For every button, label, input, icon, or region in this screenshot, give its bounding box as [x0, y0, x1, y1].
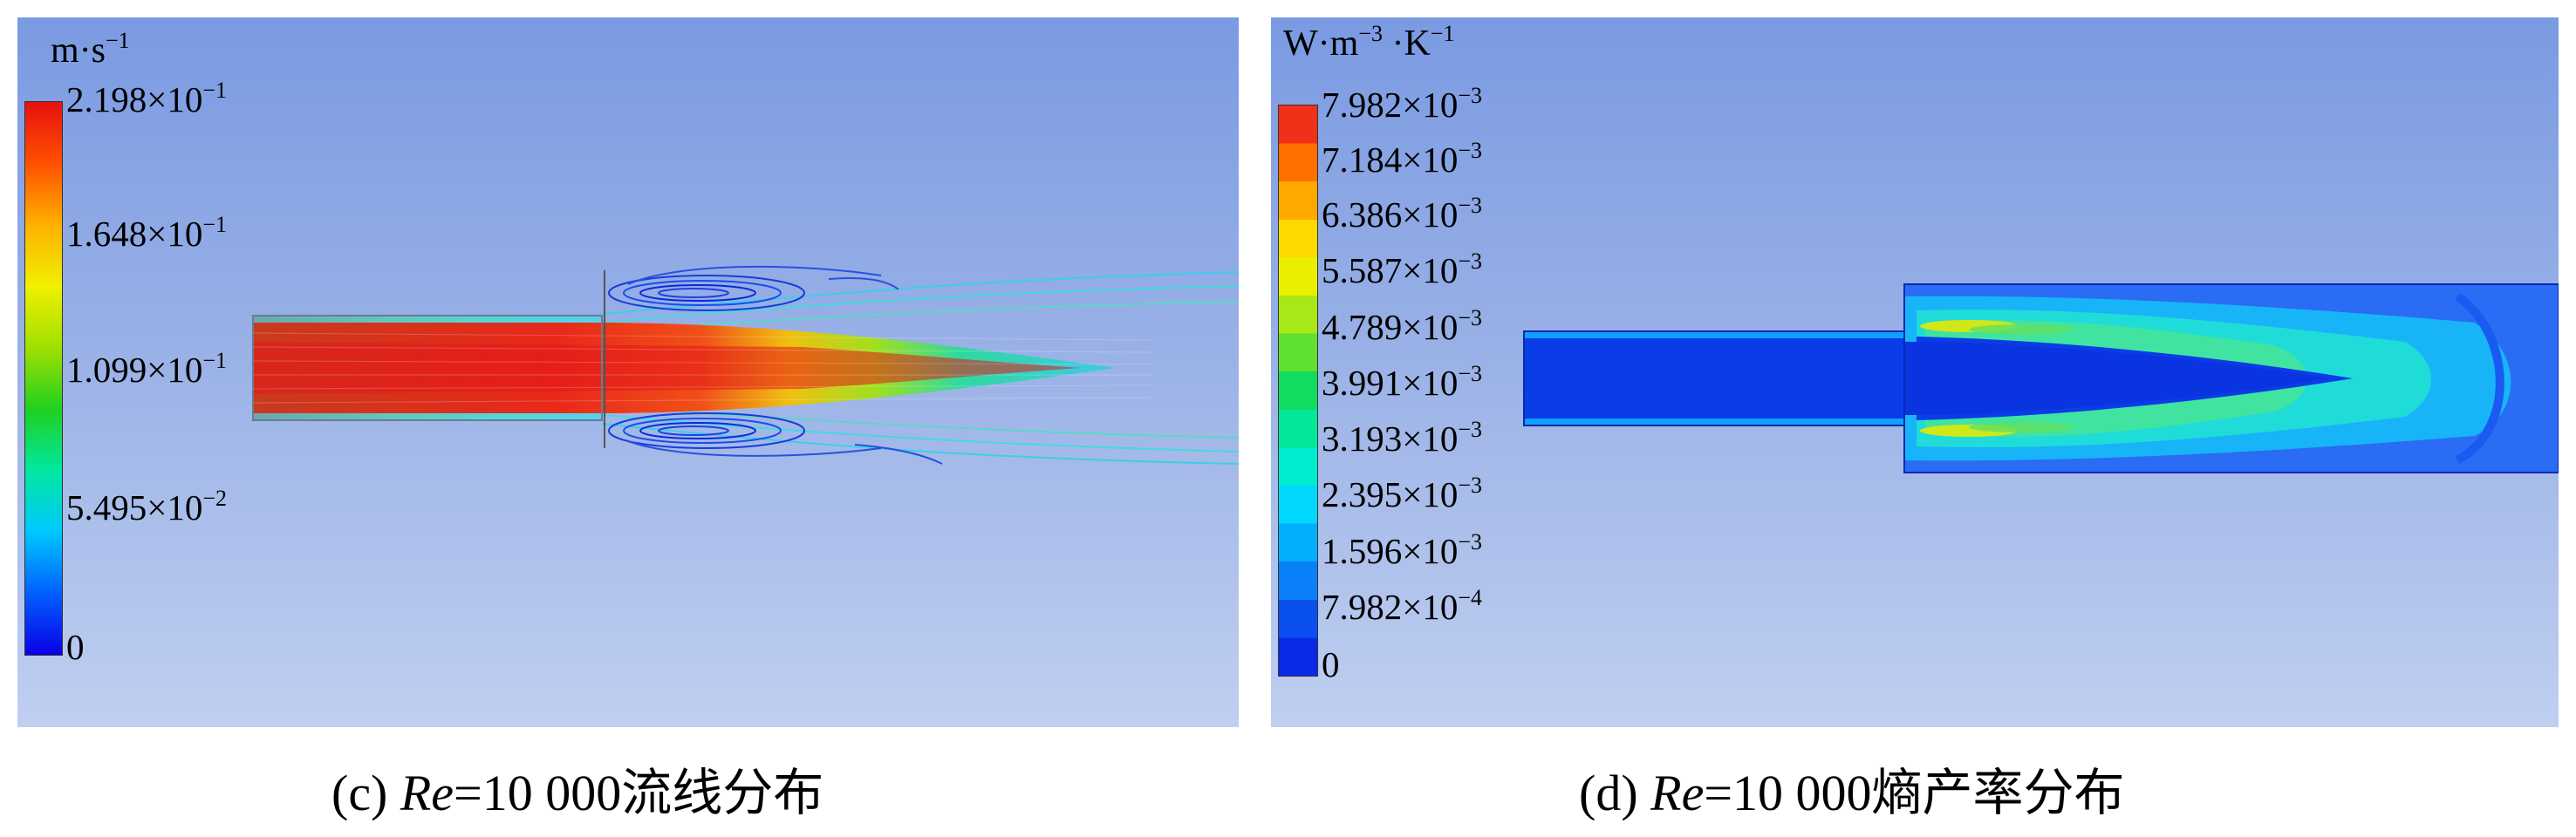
- velocity-tick-label: 5.495×10−2: [66, 486, 228, 527]
- velocity-tick-label: 0: [66, 627, 85, 667]
- jet-core: [253, 316, 1117, 420]
- velocity-unit: m·s−1: [51, 28, 130, 71]
- caption-d: (d) Re=10 000熵产率分布: [1579, 765, 2125, 821]
- entropy-tick-label: 0: [1322, 644, 1340, 684]
- entropy-tick-label: 2.395×10−3: [1322, 473, 1483, 514]
- entropy-field: [1523, 283, 2559, 473]
- entropy-tick-label: 1.596×10−3: [1322, 529, 1483, 571]
- entropy-tick-label: 3.991×10−3: [1322, 361, 1483, 403]
- entropy-colorbar: [1278, 105, 1318, 677]
- jet-streamline-texture: [252, 332, 1152, 404]
- upper-vortex: [608, 265, 899, 311]
- entropy-tick-label: 3.193×10−3: [1322, 417, 1483, 459]
- entropy-tick-label: 7.184×10−3: [1322, 138, 1483, 180]
- velocity-colorbar: [24, 101, 63, 656]
- expansion-chamber-contour: [1903, 283, 2559, 473]
- inlet-pipe-contour: [1523, 330, 1905, 426]
- entropy-tick-label: 5.587×10−3: [1322, 248, 1483, 290]
- velocity-tick-label: 1.099×10−1: [66, 348, 228, 390]
- entropy-unit: W·m−3 ·K−1: [1283, 21, 1455, 65]
- lower-vortex: [608, 412, 943, 465]
- velocity-tick-label: 1.648×10−1: [66, 212, 228, 254]
- entropy-panel: W·m−3 ·K−1 7.982×10−3 7.184×10−3 6.386×1…: [1271, 17, 2559, 727]
- entropy-tick-label: 4.789×10−3: [1322, 305, 1483, 347]
- streamline-panel: m·s−1 2.198×10−1 1.648×10−1 1.099×10−1 5…: [17, 17, 1239, 727]
- entropy-tick-label: 7.982×10−4: [1322, 585, 1483, 627]
- inlet-pipe-outline: [252, 315, 603, 421]
- caption-c: (c) Re=10 000流线分布: [331, 765, 824, 821]
- entropy-tick-label: 6.386×10−3: [1322, 193, 1483, 235]
- velocity-tick-label: 2.198×10−1: [66, 78, 228, 119]
- streamline-field: [252, 265, 1239, 465]
- entropy-tick-label: 7.982×10−3: [1322, 83, 1483, 125]
